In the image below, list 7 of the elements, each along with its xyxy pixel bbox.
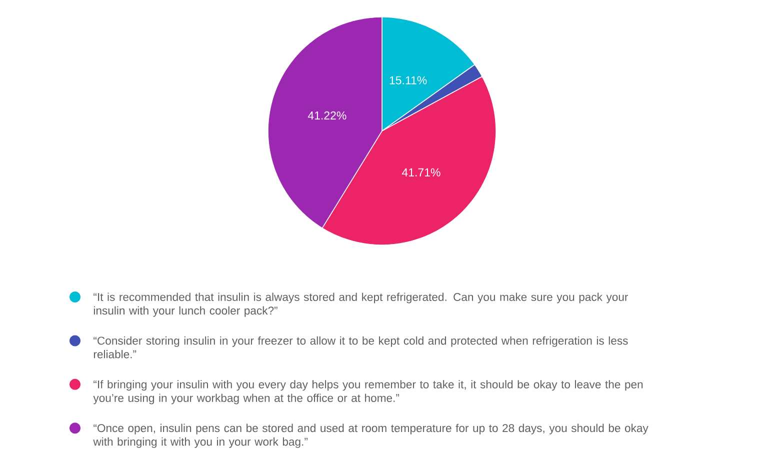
data-label: 15.11% xyxy=(390,76,427,84)
legend-label: “Once open, insulin pens can be stored and used at room temperature for up to 28 days, you should be okay with bringing it with you in your work bag.” xyxy=(93,424,648,448)
legend-label: “Consider storing insulin in your freezer to allow it to be kept cold and protected when refrigeration is less reliable.” xyxy=(94,336,628,358)
data-label: 41.22% xyxy=(308,111,346,120)
legend-label: “It is recommended that insulin is always stored and kept refrigerated. Can you make sure you pack your insulin with your lunch cooler pack?” xyxy=(94,292,628,317)
legend-label: “If bringing your insulin with you every day helps you remember to take it, it should be okay to leave the pen you’re using in your workbag when at the office or at home.” xyxy=(93,380,643,404)
data-label: 41.71% xyxy=(402,168,440,176)
